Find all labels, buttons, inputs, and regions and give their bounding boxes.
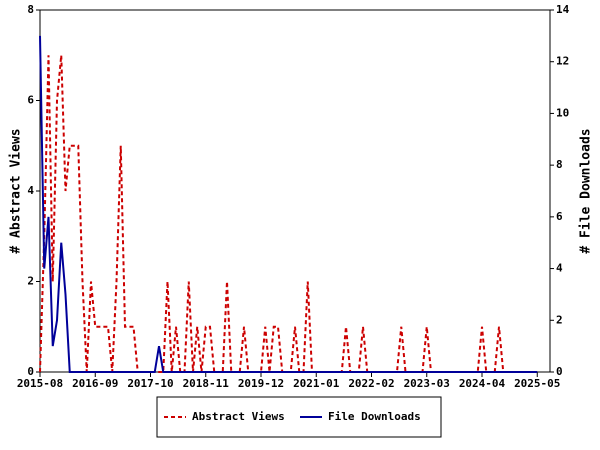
x-tick-label: 2017-10 — [127, 377, 173, 390]
x-tick-label: 2015-08 — [17, 377, 63, 390]
x-tick-label: 2019-12 — [238, 377, 284, 390]
y-tick-label: 6 — [27, 94, 34, 107]
x-tick-label: 2016-09 — [72, 377, 118, 390]
x-tick-label: 2022-02 — [348, 377, 394, 390]
y2-tick-label: 0 — [556, 365, 563, 378]
y2-tick-label: 8 — [556, 158, 563, 171]
y2-tick-label: 12 — [556, 55, 569, 68]
legend-label: Abstract Views — [192, 410, 285, 423]
y2-axis-label: # File Downloads — [579, 128, 594, 253]
x-tick-label: 2023-03 — [404, 377, 450, 390]
x-tick-label: 2024-04 — [459, 377, 506, 390]
x-tick-label: 2025-05 — [514, 377, 560, 390]
y-axis-label: # Abstract Views — [9, 128, 24, 253]
y2-tick-label: 6 — [556, 210, 563, 223]
plot-area — [39, 9, 551, 373]
y2-tick-label: 2 — [556, 313, 563, 326]
x-tick-label: 2018-11 — [183, 377, 230, 390]
y-tick-label: 8 — [27, 3, 34, 16]
y-tick-label: 0 — [27, 365, 34, 378]
x-tick-label: 2021-01 — [293, 377, 340, 390]
y2-tick-label: 14 — [556, 3, 570, 16]
legend-label: File Downloads — [328, 410, 421, 423]
y2-tick-label: 4 — [556, 262, 563, 275]
y-tick-label: 2 — [27, 275, 34, 288]
y-tick-label: 4 — [27, 184, 34, 197]
legend-box — [156, 396, 442, 438]
data-line — [39, 35, 538, 373]
y2-tick-label: 10 — [556, 106, 569, 119]
